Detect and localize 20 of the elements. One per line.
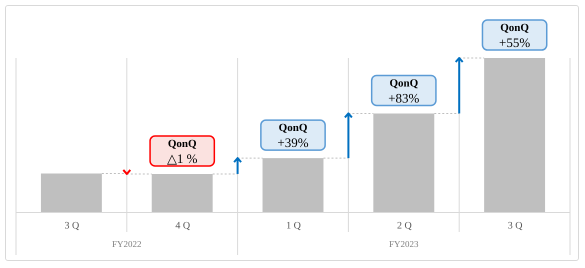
bar [262, 158, 324, 212]
x-tick-label: 2 Q [396, 220, 412, 232]
x-tick-label: 1 Q [286, 220, 302, 232]
annotation: +83% [388, 90, 420, 106]
x-tick-label: 3 Q [508, 220, 524, 232]
text: FY2023 [389, 239, 420, 249]
x-tick-label: 4 Q [175, 220, 191, 232]
annotation: QonQ [389, 77, 419, 90]
annotation: +39% [277, 135, 309, 150]
bar [40, 174, 102, 212]
x-tick-label: 3 Q [64, 220, 80, 232]
bar [152, 174, 213, 212]
bar [484, 58, 546, 212]
annotation: QonQ [168, 138, 198, 150]
annotation: QonQ [500, 22, 530, 34]
text: FY2022 [112, 239, 142, 249]
annotation: △1 % [166, 150, 198, 166]
annotation: +55% [499, 35, 530, 50]
annotation: QonQ [278, 122, 308, 134]
bar [373, 113, 434, 212]
